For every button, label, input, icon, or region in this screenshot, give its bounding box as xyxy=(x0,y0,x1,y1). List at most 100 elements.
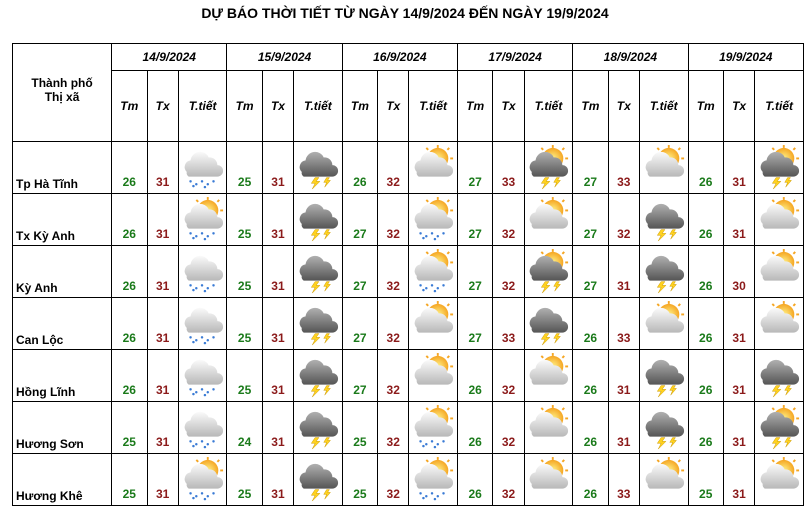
weather-cell xyxy=(177,141,228,194)
weather-icon xyxy=(760,248,801,281)
column-header: Tx xyxy=(377,70,410,142)
min-temp: 26 xyxy=(572,401,609,454)
min-temp: 24 xyxy=(226,401,263,454)
min-temp: 26 xyxy=(687,141,724,194)
weather-icon xyxy=(760,144,801,189)
min-temp: 27 xyxy=(341,349,379,402)
weather-icon xyxy=(645,300,685,333)
city-header-line: Thành phố xyxy=(31,76,93,90)
weather-icon xyxy=(299,307,338,345)
column-header: Tm xyxy=(687,70,724,142)
weather-icon xyxy=(184,255,223,292)
weather-icon xyxy=(299,463,338,501)
weather-cell xyxy=(293,141,343,194)
max-temp: 32 xyxy=(492,453,525,506)
min-temp: 27 xyxy=(456,193,494,246)
max-temp: 31 xyxy=(146,297,179,350)
weather-icon xyxy=(414,196,455,240)
data-row: Tp Hà Tĩnh 26 31 25 31 26 32 27 33 27 33 26 31 xyxy=(11,141,804,194)
max-temp: 33 xyxy=(492,141,525,194)
max-temp: 32 xyxy=(377,349,410,402)
weather-cell xyxy=(293,245,343,298)
weather-cell xyxy=(638,141,689,194)
subheader-row: Tm Tx T.tiết Tm Tx T.tiết Tm Tx T.tiết Tm Tx T.tiết… xyxy=(13,70,804,142)
weather-cell xyxy=(754,401,804,454)
max-temp: 31 xyxy=(607,401,640,454)
min-temp: 26 xyxy=(687,193,724,246)
max-temp: 31 xyxy=(146,141,179,194)
weather-cell xyxy=(523,245,574,298)
min-temp: 26 xyxy=(687,297,724,350)
weather-cell xyxy=(293,193,343,246)
max-temp: 32 xyxy=(492,349,525,402)
column-header: T.tiết xyxy=(638,70,689,142)
min-temp: 26 xyxy=(687,401,724,454)
data-row: Hương Sơn 25 31 24 31 25 32 26 32 26 31 26 31 xyxy=(11,401,804,454)
min-temp: 25 xyxy=(226,453,263,506)
weather-icon xyxy=(184,456,224,500)
max-temp: 33 xyxy=(607,453,640,506)
min-temp: 25 xyxy=(341,401,379,454)
min-temp: 25 xyxy=(226,141,263,194)
column-header: Tm xyxy=(341,70,379,142)
column-header: Tm xyxy=(226,70,263,142)
min-temp: 27 xyxy=(456,141,494,194)
weather-icon xyxy=(299,359,338,397)
city-name: Tp Hà Tĩnh xyxy=(11,141,113,194)
weather-cell xyxy=(754,193,804,246)
weather-cell xyxy=(523,349,574,402)
weather-icon xyxy=(760,456,801,489)
column-header: Tx xyxy=(607,70,640,142)
max-temp: 31 xyxy=(146,453,179,506)
column-header: T.tiết xyxy=(754,70,804,142)
min-temp: 26 xyxy=(687,245,724,298)
max-temp: 32 xyxy=(492,401,525,454)
weather-icon xyxy=(414,456,455,500)
max-temp: 33 xyxy=(607,141,640,194)
weather-cell xyxy=(177,401,228,454)
min-temp: 25 xyxy=(687,453,724,506)
weather-cell xyxy=(177,193,228,246)
min-temp: 25 xyxy=(226,349,263,402)
weather-cell xyxy=(408,401,458,454)
weather-icon xyxy=(530,196,570,229)
weather-icon xyxy=(530,307,569,345)
weather-cell xyxy=(408,349,458,402)
min-temp: 26 xyxy=(111,349,148,402)
column-header: Tx xyxy=(722,70,756,142)
weather-cell xyxy=(754,349,804,402)
weather-cell xyxy=(408,453,458,506)
max-temp: 32 xyxy=(492,245,525,298)
weather-icon xyxy=(299,255,338,293)
weather-icon xyxy=(645,144,685,177)
weather-cell xyxy=(523,297,574,350)
page: DỰ BÁO THỜI TIẾT TỪ NGÀY 14/9/2024 ĐẾN N… xyxy=(11,5,805,506)
date-header: 16/9/2024 xyxy=(341,43,458,71)
max-temp: 31 xyxy=(146,245,179,298)
weather-icon xyxy=(760,300,801,333)
max-temp: 31 xyxy=(607,245,640,298)
weather-cell xyxy=(638,245,689,298)
weather-cell xyxy=(408,141,458,194)
weather-cell xyxy=(638,297,689,350)
city-header: Thành phố Thị xã xyxy=(11,43,113,142)
data-row: Kỳ Anh 26 31 25 31 27 32 27 32 27 31 26 30 xyxy=(11,245,804,298)
weather-icon xyxy=(299,411,338,449)
column-header: Tx xyxy=(146,70,179,142)
weather-cell xyxy=(408,193,458,246)
min-temp: 26 xyxy=(572,297,609,350)
weather-cell xyxy=(754,245,804,298)
weather-cell xyxy=(408,245,458,298)
weather-cell xyxy=(177,297,228,350)
max-temp: 32 xyxy=(377,193,410,246)
min-temp: 25 xyxy=(226,297,263,350)
max-temp: 31 xyxy=(722,453,756,506)
weather-icon xyxy=(645,411,684,449)
weather-icon xyxy=(414,404,455,448)
min-temp: 27 xyxy=(456,297,494,350)
max-temp: 31 xyxy=(261,349,295,402)
weather-icon xyxy=(645,255,684,293)
min-temp: 25 xyxy=(111,453,148,506)
min-temp: 26 xyxy=(456,349,494,402)
min-temp: 26 xyxy=(572,349,609,402)
